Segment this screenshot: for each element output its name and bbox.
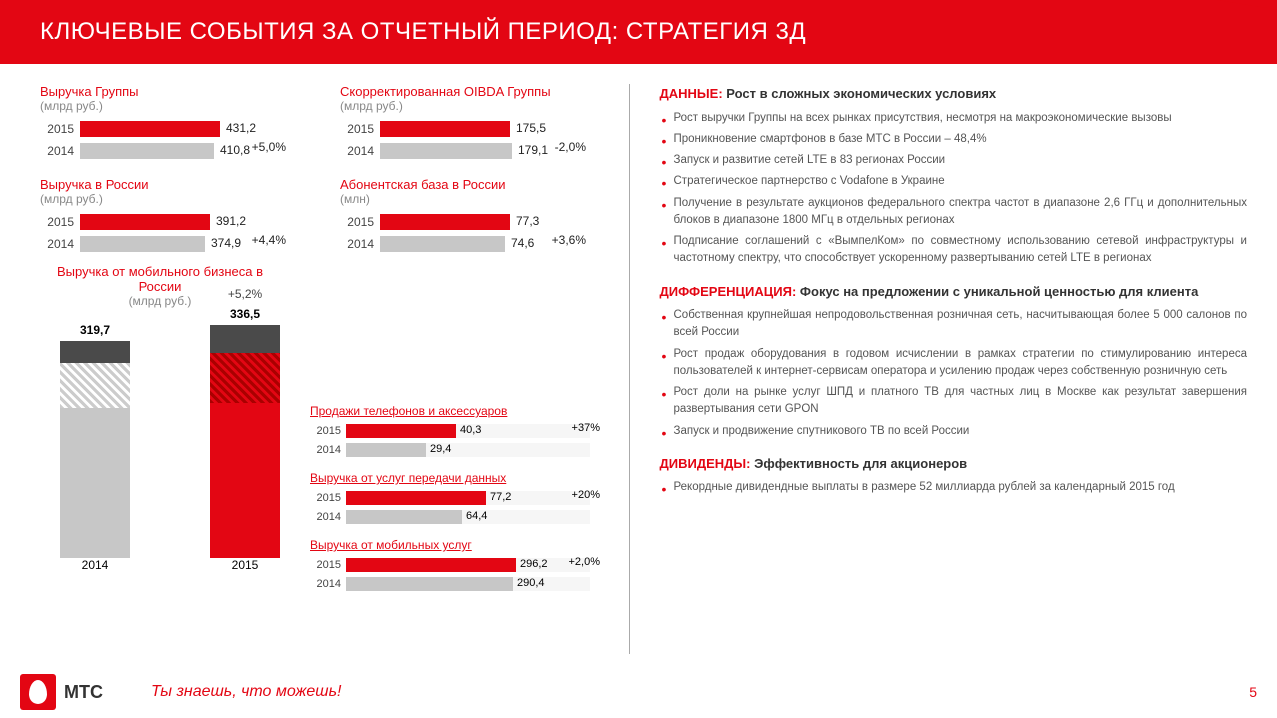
subscribers-title: Абонентская база в России [340,177,580,192]
bullet-item: Получение в результате аукционов федерал… [660,195,1248,230]
slide-header: КЛЮЧЕВЫЕ СОБЫТИЯ ЗА ОТЧЕТНЫЙ ПЕРИОД: СТР… [0,0,1277,64]
group_revenue-row-2014: 2014 410,8 [40,141,280,161]
sub-chart-2: Выручка от мобильных услуг 2015 296,2 20… [310,538,590,593]
stacked-total-2015: 336,5 [210,307,280,321]
stacked-col-2014: 319,7 [60,341,130,558]
bullet-item: Проникновение смартфонов в базе МТС в Ро… [660,131,1248,148]
section-diff: ДИФФЕРЕНЦИАЦИЯ: Фокус на предложении с у… [660,282,1248,440]
sub-charts-group: Продажи телефонов и аксессуаров 2015 40,… [310,404,590,605]
group_revenue-row-2015: 2015 431,2 [40,119,280,139]
bullet-item: Рост продаж оборудования в годовом исчис… [660,346,1248,381]
tagline: Ты знаешь, что можешь! [151,683,341,701]
section-div: ДИВИДЕНДЫ: Эффективность для акционеровР… [660,454,1248,497]
sub-chart-0: Продажи телефонов и аксессуаров 2015 40,… [310,404,590,459]
group_revenue-growth: +5,0% [252,140,286,154]
stacked-col-2015: +5,2% 336,5 [210,325,280,558]
chart-subscribers: Абонентская база в России (млн) 2015 77,… [340,177,580,256]
subscribers-row-2015: 2015 77,3 [340,212,580,232]
oibda-row-2014: 2014 179,1 [340,141,580,161]
footer: МТС Ты знаешь, что можешь! 5 [20,674,1257,710]
group_revenue-title: Выручка Группы [40,84,280,99]
brand-text: МТС [64,682,103,703]
bullet-item: Собственная крупнейшая непродовольственн… [660,307,1248,342]
subscribers-unit: (млн) [340,192,580,206]
stacked-label-2014: 2014 [60,558,130,572]
section-data: ДАННЫЕ: Рост в сложных экономических усл… [660,84,1248,268]
oibda-title: Скорректированная OIBDA Группы [340,84,580,99]
group_revenue-unit: (млрд руб.) [40,99,280,113]
chart-russia-revenue: Выручка в России (млрд руб.) 2015 391,2 … [40,177,280,256]
header-title: КЛЮЧЕВЫЕ СОБЫТИЯ ЗА ОТЧЕТНЫЙ ПЕРИОД: СТР… [40,18,806,45]
sub-chart-1: Выручка от услуг передачи данных 2015 77… [310,471,590,526]
bullet-item: Запуск и развитие сетей LTE в 83 региона… [660,152,1248,169]
bullet-item: Подписание соглашений с «ВымпелКом» по с… [660,233,1248,268]
stacked-growth: +5,2% [210,287,280,301]
top-charts-row: Выручка Группы (млрд руб.) 2015 431,2 20… [40,84,629,163]
stacked-label-2015: 2015 [210,558,280,572]
chart-group-revenue: Выручка Группы (млрд руб.) 2015 431,2 20… [40,84,280,163]
bullet-item: Рост доли на рынке услуг ШПД и платного … [660,384,1248,419]
bullet-item: Стратегическое партнерство с Vodafone в … [660,173,1248,190]
oibda-growth: -2,0% [555,140,586,154]
russia_revenue-unit: (млрд руб.) [40,192,280,206]
bullet-item: Рекордные дивидендные выплаты в размере … [660,479,1248,496]
bullet-item: Рост выручки Группы на всех рынках прису… [660,110,1248,127]
chart-oibda: Скорректированная OIBDA Группы (млрд руб… [340,84,580,163]
logo-icon [20,674,56,710]
russia_revenue-title: Выручка в России [40,177,280,192]
page-number: 5 [1249,684,1257,700]
charts-column: Выручка Группы (млрд руб.) 2015 431,2 20… [40,84,629,654]
logo-block: МТС Ты знаешь, что можешь! [20,674,341,710]
russia_revenue-growth: +4,4% [252,233,286,247]
subscribers-row-2014: 2014 74,6 [340,234,580,254]
content-area: Выручка Группы (млрд руб.) 2015 431,2 20… [0,64,1277,664]
oibda-row-2015: 2015 175,5 [340,119,580,139]
bullet-item: Запуск и продвижение спутникового ТВ по … [660,423,1248,440]
stacked-total-2014: 319,7 [60,323,130,337]
mid-charts-row: Выручка в России (млрд руб.) 2015 391,2 … [40,177,629,256]
oibda-unit: (млрд руб.) [340,99,580,113]
subscribers-growth: +3,6% [552,233,586,247]
russia_revenue-row-2014: 2014 374,9 [40,234,280,254]
russia_revenue-row-2015: 2015 391,2 [40,212,280,232]
text-column: ДАННЫЕ: Рост в сложных экономических усл… [629,84,1248,654]
